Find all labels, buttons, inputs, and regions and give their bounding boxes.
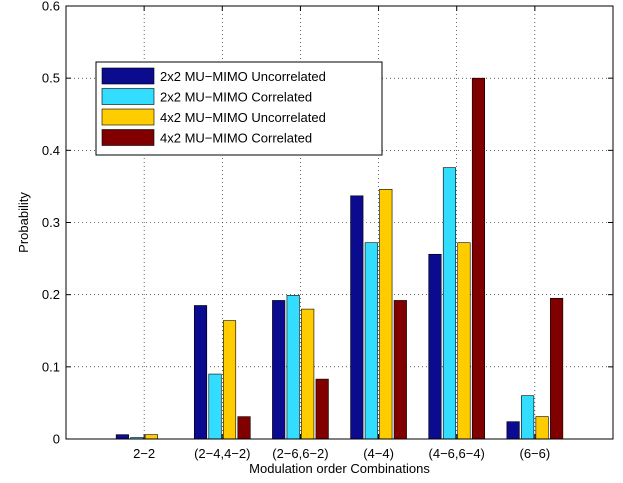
legend-swatch (101, 67, 155, 85)
legend-swatch (101, 129, 155, 146)
legend: 2x2 MU−MIMO Uncorrelated 2x2 MU−MIMO Corr… (95, 61, 383, 156)
y-tick-labels: 0 0.1 0.2 0.3 0.4 0.5 0.6 (42, 0, 60, 447)
x-tick-label: (4−6,6−4) (429, 446, 485, 461)
x-tick-label: (2−6,6−2) (272, 446, 328, 461)
legend-swatch (101, 88, 155, 105)
y-tick-label: 0.3 (42, 215, 60, 230)
bar (272, 300, 286, 440)
bar (550, 297, 564, 440)
y-tick-label: 0.6 (42, 0, 60, 14)
bar (364, 242, 378, 440)
x-tick-label: (4−4) (363, 446, 394, 461)
y-tick-label: 0.4 (42, 143, 60, 158)
x-tick-label: (2−4,4−2) (194, 446, 250, 461)
legend-label: 4x2 MU−MIMO Uncorrelated (160, 110, 326, 125)
bars (115, 77, 564, 440)
bar (521, 395, 535, 440)
y-tick-label: 0.2 (42, 287, 60, 302)
legend-label: 2x2 MU−MIMO Uncorrelated (160, 69, 326, 84)
bar (471, 77, 486, 440)
bar (457, 242, 471, 440)
bar (237, 416, 251, 440)
bar (208, 373, 222, 440)
bar (301, 308, 315, 440)
x-tick-label: (6−6) (519, 446, 550, 461)
y-tick-label: 0.1 (42, 359, 60, 374)
legend-swatch (101, 108, 155, 126)
bar (428, 253, 442, 440)
x-tick-label: 2−2 (133, 446, 155, 461)
bar (379, 189, 393, 440)
x-tick-labels: 2−2 (2−4,4−2) (2−6,6−2) (4−4) (4−6,6−4) (6−6) (133, 446, 550, 461)
x-axis-label: Modulation order Combinations (249, 461, 430, 476)
y-axis-label: Probability (16, 192, 31, 253)
bar (144, 434, 158, 440)
bar (315, 378, 329, 440)
axis-ticks (66, 5, 613, 440)
bar (442, 167, 457, 440)
bar (393, 300, 407, 440)
bar (115, 434, 129, 440)
bar (222, 320, 237, 440)
bar (193, 305, 208, 440)
bar (350, 195, 364, 440)
y-tick-label: 0.5 (42, 71, 60, 86)
y-tick-label: 0 (53, 432, 60, 447)
bar (506, 421, 520, 440)
bar (535, 416, 549, 440)
legend-label: 4x2 MU−MIMO Correlated (160, 131, 312, 146)
legend-label: 2x2 MU−MIMO Correlated (160, 90, 312, 105)
bar (286, 295, 300, 440)
